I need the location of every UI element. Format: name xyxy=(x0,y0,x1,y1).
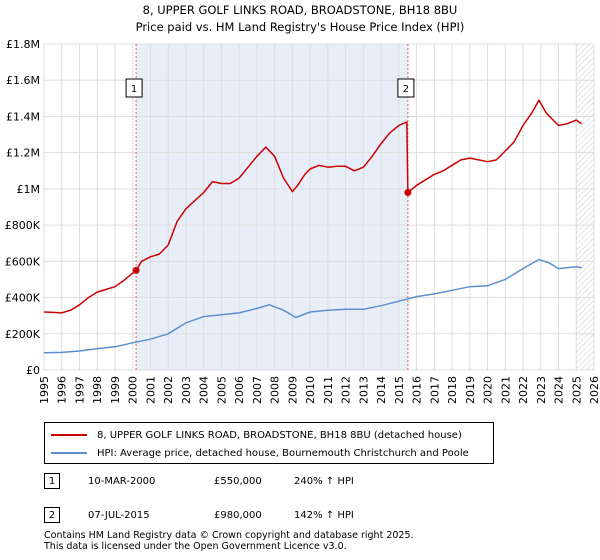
x-tick-label: 2002 xyxy=(162,376,175,404)
footer-licence: This data is licensed under the Open Gov… xyxy=(44,541,347,552)
shaded-period xyxy=(136,44,408,370)
sale-point xyxy=(404,189,412,197)
x-tick-label: 2025 xyxy=(570,376,583,404)
annotation-box xyxy=(397,78,415,98)
legend-item-hpi: HPI: Average price, detached house, Bour… xyxy=(51,444,469,462)
footer-copyright: Contains HM Land Registry data © Crown c… xyxy=(44,530,414,541)
x-tick-label: 1995 xyxy=(38,376,51,404)
y-tick-label: £1M xyxy=(17,183,41,196)
transaction-hpi: 240% ↑ HPI xyxy=(294,475,354,487)
chart-subtitle: Price paid vs. HM Land Registry's House … xyxy=(136,20,465,34)
x-tick-label: 2013 xyxy=(357,376,370,404)
transaction-badge: 1 xyxy=(44,473,60,489)
x-tick-label: 2012 xyxy=(340,376,353,404)
y-axis: £0 £200K £400K £600K £800K £1M £1.2M £1.4M £1.6M… xyxy=(5,38,41,377)
hpi-series-line xyxy=(43,258,582,354)
price-chart: 8, UPPER GOLF LINKS ROAD, BROADSTONE, BH… xyxy=(5,3,600,404)
legend-label-hpi: HPI: Average price, detached house, Bour… xyxy=(97,447,469,459)
transaction-price: £980,000 xyxy=(214,509,262,521)
y-tick-label: £0 xyxy=(26,364,40,377)
x-tick-label: 2020 xyxy=(482,376,495,404)
chart-title: 8, UPPER GOLF LINKS ROAD, BROADSTONE, BH… xyxy=(143,3,458,17)
x-tick-label: 2024 xyxy=(553,376,566,404)
x-tick-label: 2008 xyxy=(269,376,282,404)
x-tick-label: 2019 xyxy=(464,376,477,404)
series-group xyxy=(43,99,583,354)
x-tick-label: 2023 xyxy=(535,376,548,404)
x-tick-label: 2006 xyxy=(233,376,246,404)
x-tick-label: 2001 xyxy=(144,376,157,404)
y-tick-label: £1.6M xyxy=(6,74,40,87)
y-tick-label: £800K xyxy=(5,219,41,232)
x-tick-label: 2015 xyxy=(393,376,406,404)
x-tick-label: 2004 xyxy=(198,376,211,404)
property-series-line xyxy=(43,99,583,314)
y-tick-label: £200K xyxy=(5,328,41,341)
transaction-price: £550,000 xyxy=(214,475,262,487)
legend-swatch-hpi xyxy=(51,452,87,454)
x-tick-label: 2005 xyxy=(215,376,228,404)
y-tick-label: £600K xyxy=(5,255,41,268)
legend-item-property: 8, UPPER GOLF LINKS ROAD, BROADSTONE, BH… xyxy=(51,426,462,444)
annotation-label: 2 xyxy=(403,84,409,95)
transaction-row: 2 07-JUL-2015 £980,000 142% ↑ HPI xyxy=(44,506,444,524)
x-tick-label: 2011 xyxy=(322,376,335,404)
x-tick-label: 1998 xyxy=(91,376,104,404)
x-tick-label: 2026 xyxy=(588,376,600,404)
x-tick-label: 2021 xyxy=(499,376,512,404)
legend-swatch-property xyxy=(51,434,87,436)
sale-point xyxy=(132,266,140,274)
x-tick-label: 1996 xyxy=(56,376,69,404)
x-tick-label: 2010 xyxy=(304,376,317,404)
x-tick-label: 2016 xyxy=(411,376,424,404)
x-tick-label: 2007 xyxy=(251,376,264,404)
annotation-box xyxy=(125,78,143,98)
y-tick-label: £1.8M xyxy=(6,38,40,51)
x-tick-label: 2014 xyxy=(375,376,388,404)
x-tick-label: 1999 xyxy=(109,376,122,404)
x-tick-label: 2009 xyxy=(286,376,299,404)
y-tick-label: £1.2M xyxy=(6,147,40,160)
legend-label-property: 8, UPPER GOLF LINKS ROAD, BROADSTONE, BH… xyxy=(97,429,462,441)
footer: Contains HM Land Registry data © Crown c… xyxy=(44,530,414,552)
transaction-date: 10-MAR-2000 xyxy=(88,475,156,487)
x-tick-label: 2017 xyxy=(428,376,441,404)
x-axis: 1995 1996 1997 1998 1999 2000 2001 2002 2003 2004… xyxy=(38,376,600,404)
transaction-hpi: 142% ↑ HPI xyxy=(294,509,354,521)
annotation-label: 1 xyxy=(131,84,137,95)
legend: 8, UPPER GOLF LINKS ROAD, BROADSTONE, BH… xyxy=(44,422,494,464)
transaction-badge: 2 xyxy=(44,507,60,523)
y-tick-label: £400K xyxy=(5,292,41,305)
hatched-future xyxy=(576,44,594,370)
x-tick-label: 2018 xyxy=(446,376,459,404)
transaction-date: 07-JUL-2015 xyxy=(88,509,150,521)
x-tick-label: 2022 xyxy=(517,376,530,404)
x-tick-label: 1997 xyxy=(73,376,86,404)
y-tick-label: £1.4M xyxy=(6,110,40,123)
transaction-row: 1 10-MAR-2000 £550,000 240% ↑ HPI xyxy=(44,472,444,490)
x-tick-label: 2003 xyxy=(180,376,193,404)
x-tick-label: 2000 xyxy=(127,376,140,404)
